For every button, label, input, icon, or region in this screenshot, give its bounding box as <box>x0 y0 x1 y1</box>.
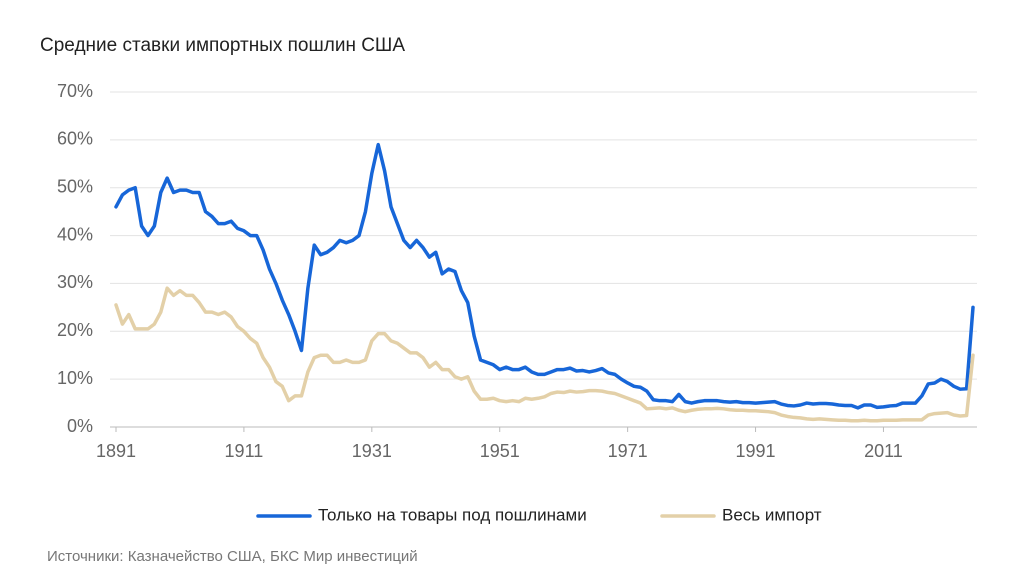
y-tick-label: 30% <box>57 272 93 292</box>
y-tick-label: 0% <box>67 416 93 436</box>
y-tick-label: 70% <box>57 81 93 101</box>
series-line <box>114 286 975 423</box>
series-line <box>114 142 975 410</box>
source-note: Источники: Казначейство США, БКС Мир инв… <box>47 548 418 565</box>
x-tick-label: 1951 <box>480 441 520 461</box>
chart-title: Средние ставки импортных пошлин США <box>40 35 405 56</box>
x-tick-label: 1991 <box>736 441 776 461</box>
y-tick-label: 40% <box>57 224 93 244</box>
x-tick-label: 1911 <box>225 441 264 461</box>
y-tick-label: 10% <box>57 368 93 388</box>
legend-label: Только на товары под пошлинами <box>318 505 587 524</box>
legend-label: Весь импорт <box>722 505 822 524</box>
y-tick-label: 20% <box>57 320 93 340</box>
y-tick-label: 60% <box>57 129 93 149</box>
y-tick-label: 50% <box>57 176 93 196</box>
x-tick-label: 1971 <box>608 441 648 461</box>
x-tick-label: 1891 <box>96 441 136 461</box>
x-tick-label: 2011 <box>864 441 903 461</box>
x-tick-label: 1931 <box>352 441 392 461</box>
